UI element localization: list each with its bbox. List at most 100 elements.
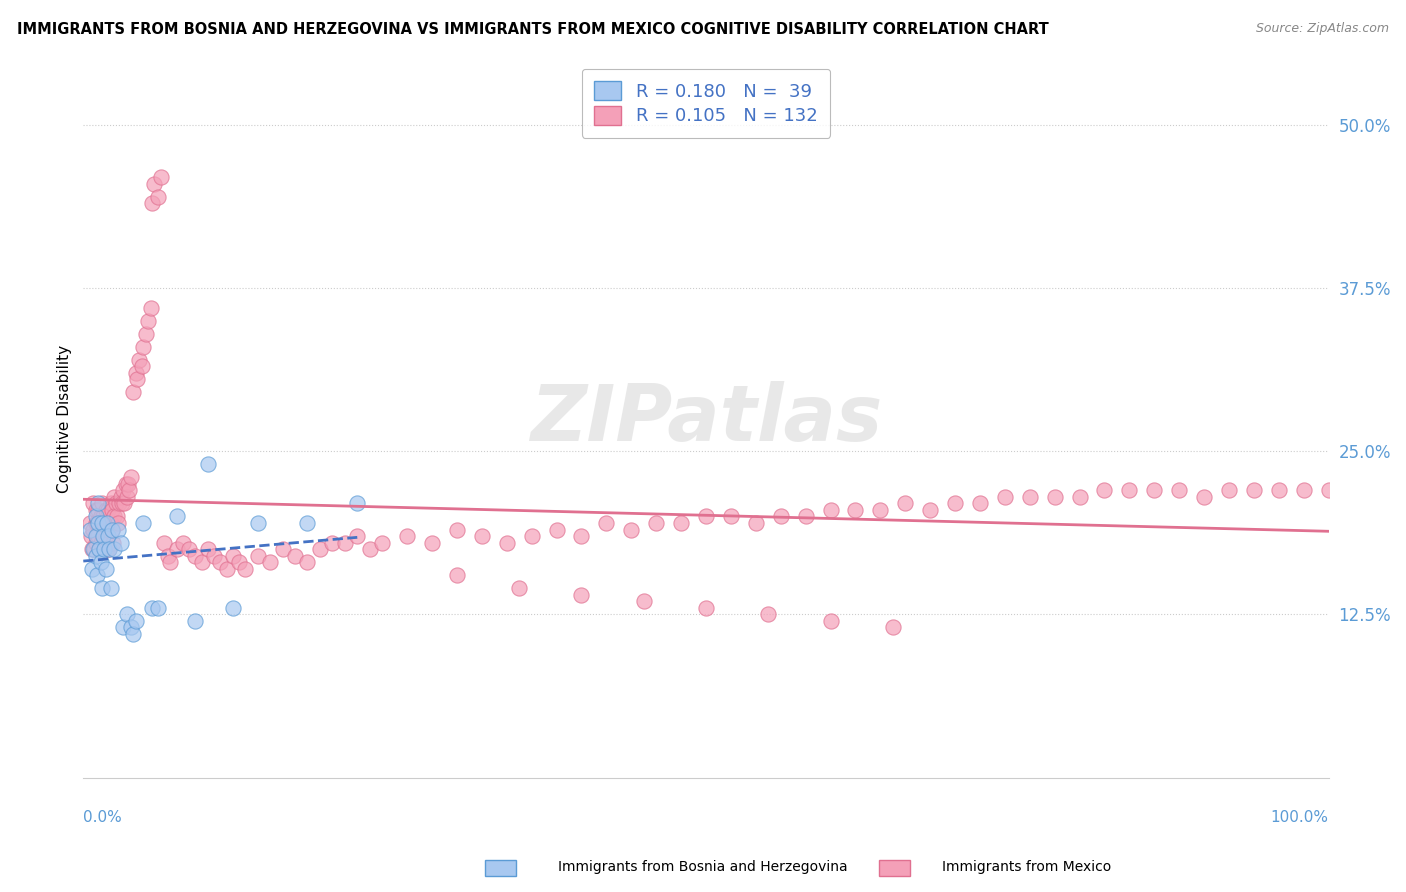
Point bbox=[844, 503, 866, 517]
Point bbox=[571, 588, 593, 602]
Point bbox=[94, 503, 117, 517]
Point bbox=[156, 549, 179, 563]
Point bbox=[89, 542, 111, 557]
Point bbox=[139, 301, 162, 315]
Point bbox=[101, 523, 124, 537]
Point bbox=[246, 516, 269, 530]
Point bbox=[284, 549, 307, 563]
Point bbox=[215, 562, 238, 576]
Point bbox=[110, 535, 132, 549]
Point bbox=[100, 516, 122, 530]
Point bbox=[84, 509, 107, 524]
Point bbox=[96, 516, 118, 530]
Point bbox=[91, 516, 114, 530]
Point bbox=[1317, 483, 1340, 498]
Point bbox=[93, 542, 115, 557]
Point bbox=[125, 372, 148, 386]
Point bbox=[97, 523, 120, 537]
Point bbox=[769, 509, 792, 524]
Point bbox=[882, 620, 904, 634]
Point bbox=[128, 352, 150, 367]
Point bbox=[321, 535, 343, 549]
Point bbox=[79, 516, 101, 530]
Point bbox=[84, 535, 107, 549]
Point bbox=[89, 542, 111, 557]
Text: Source: ZipAtlas.com: Source: ZipAtlas.com bbox=[1256, 22, 1389, 36]
Point bbox=[197, 457, 219, 471]
Point bbox=[87, 503, 110, 517]
Point bbox=[869, 503, 891, 517]
Point bbox=[202, 549, 225, 563]
Point bbox=[82, 542, 104, 557]
Point bbox=[91, 542, 114, 557]
Point bbox=[820, 614, 842, 628]
Point bbox=[100, 496, 122, 510]
Point bbox=[90, 555, 112, 569]
Point bbox=[1192, 490, 1215, 504]
Point bbox=[122, 627, 145, 641]
Point bbox=[112, 620, 135, 634]
Point bbox=[101, 503, 124, 517]
Point bbox=[82, 523, 104, 537]
Point bbox=[87, 516, 110, 530]
Point bbox=[115, 490, 138, 504]
Point bbox=[97, 529, 120, 543]
Point bbox=[222, 549, 245, 563]
Point bbox=[122, 385, 145, 400]
Y-axis label: Cognitive Disability: Cognitive Disability bbox=[58, 344, 72, 492]
Point bbox=[166, 509, 188, 524]
Point bbox=[1043, 490, 1066, 504]
Point bbox=[101, 535, 124, 549]
Point bbox=[1118, 483, 1140, 498]
Point bbox=[80, 529, 103, 543]
Point bbox=[84, 549, 107, 563]
Point bbox=[820, 503, 842, 517]
Point bbox=[91, 529, 114, 543]
Point bbox=[184, 614, 207, 628]
Point bbox=[124, 366, 146, 380]
Point bbox=[143, 177, 166, 191]
Point bbox=[1018, 490, 1040, 504]
Point bbox=[297, 516, 319, 530]
Point bbox=[107, 523, 129, 537]
Point bbox=[1218, 483, 1240, 498]
Point bbox=[495, 535, 517, 549]
Text: 0.0%: 0.0% bbox=[83, 810, 122, 825]
Point bbox=[107, 516, 129, 530]
Point bbox=[91, 509, 114, 524]
Point bbox=[103, 542, 125, 557]
Point bbox=[94, 562, 117, 576]
Point bbox=[103, 509, 125, 524]
Point bbox=[86, 516, 108, 530]
Point bbox=[131, 359, 153, 374]
Point bbox=[79, 523, 101, 537]
Point bbox=[546, 523, 568, 537]
Point bbox=[695, 509, 717, 524]
Text: Immigrants from Mexico: Immigrants from Mexico bbox=[942, 860, 1111, 874]
Point bbox=[91, 529, 114, 543]
Point bbox=[1069, 490, 1091, 504]
Text: 100.0%: 100.0% bbox=[1271, 810, 1329, 825]
Point bbox=[645, 516, 668, 530]
Point bbox=[146, 600, 169, 615]
Point bbox=[346, 529, 368, 543]
Text: Immigrants from Bosnia and Herzegovina: Immigrants from Bosnia and Herzegovina bbox=[558, 860, 848, 874]
Point bbox=[159, 555, 181, 569]
Point bbox=[118, 483, 141, 498]
Point bbox=[93, 516, 115, 530]
Point bbox=[508, 582, 530, 596]
Point bbox=[124, 614, 146, 628]
Point bbox=[141, 196, 163, 211]
Point bbox=[90, 535, 112, 549]
Point bbox=[359, 542, 381, 557]
Point bbox=[84, 529, 107, 543]
Point bbox=[1094, 483, 1116, 498]
Point bbox=[149, 170, 172, 185]
Legend: R = 0.180   N =  39, R = 0.105   N = 132: R = 0.180 N = 39, R = 0.105 N = 132 bbox=[582, 69, 831, 138]
Point bbox=[141, 600, 163, 615]
Point bbox=[80, 542, 103, 557]
Point bbox=[112, 496, 135, 510]
Point bbox=[571, 529, 593, 543]
Point bbox=[222, 600, 245, 615]
Point bbox=[132, 340, 155, 354]
